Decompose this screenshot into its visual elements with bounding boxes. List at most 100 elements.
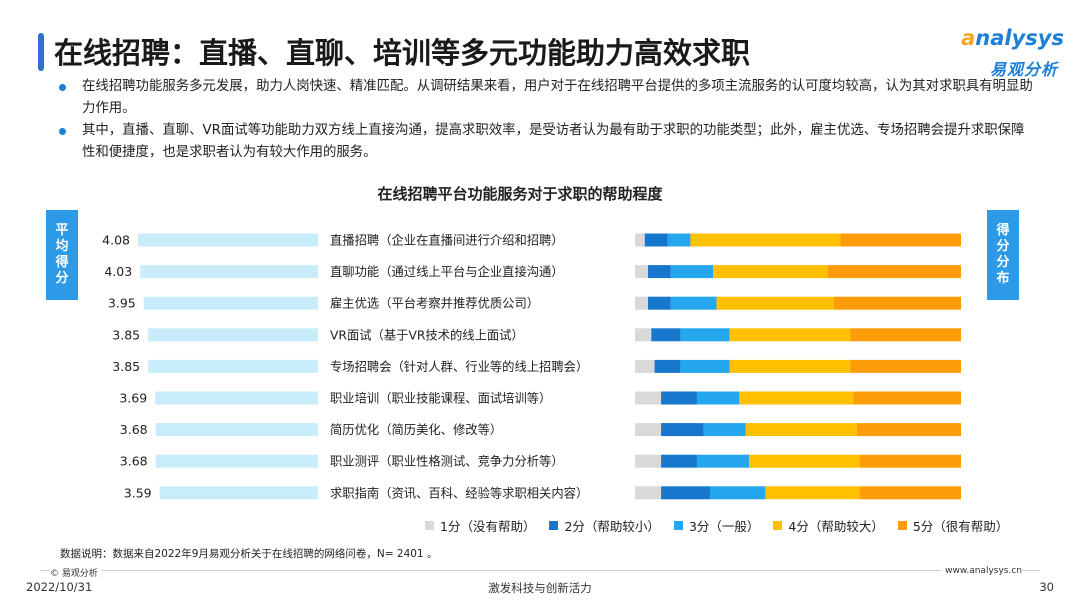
distribution-segment bbox=[696, 454, 750, 468]
legend-item: 3分（一般） bbox=[673, 516, 760, 535]
legend-label: 2分（帮助较小） bbox=[564, 519, 660, 534]
chart-title: 在线招聘平台功能服务对于求职的帮助程度 bbox=[377, 185, 663, 203]
legend-label: 4分（帮助较大） bbox=[788, 519, 884, 534]
category-label: 简历优化（简历美化、修改等） bbox=[330, 422, 502, 437]
avg-score-label: 3.68 bbox=[120, 422, 148, 437]
legend-swatch bbox=[425, 521, 434, 530]
legend-item: 2分（帮助较小） bbox=[549, 516, 660, 535]
score-distribution-tag: 得分分布 bbox=[987, 210, 1019, 300]
legend-item: 4分（帮助较大） bbox=[773, 516, 884, 535]
category-label: 职业测评（职业性格测试、竞争力分析等） bbox=[330, 454, 564, 469]
legend-label: 5分（很有帮助） bbox=[912, 519, 1009, 534]
category-label: 职业培训（职业技能课程、面试培训等） bbox=[330, 391, 551, 406]
bullet-dot-icon bbox=[59, 84, 66, 91]
bullet-item: 其中，直播、直聊、VR面试等功能助力双方线上直接沟通，提高求职效率，是受访者认为… bbox=[56, 120, 1036, 164]
avg-score-label: 3.85 bbox=[112, 327, 140, 342]
distribution-segment bbox=[635, 454, 662, 468]
distribution-segment bbox=[716, 296, 834, 310]
avg-score-label: 3.85 bbox=[112, 359, 140, 374]
distribution-segment bbox=[635, 296, 649, 310]
distribution-segment bbox=[635, 233, 645, 247]
legend-item: 1分（没有帮助） bbox=[425, 516, 535, 535]
distribution-segment bbox=[840, 233, 961, 247]
distribution-segment bbox=[833, 296, 961, 310]
logo-wordmark: analysys bbox=[961, 26, 1064, 50]
distribution-segment bbox=[661, 423, 704, 437]
legend-swatch bbox=[773, 521, 783, 530]
distribution-segment bbox=[680, 328, 730, 342]
distribution-segment bbox=[670, 265, 714, 279]
avg-score-bar bbox=[148, 328, 318, 342]
distribution-segment bbox=[827, 265, 961, 279]
distribution-segment bbox=[739, 391, 854, 405]
avg-score-bar bbox=[155, 454, 318, 468]
distribution-segment bbox=[635, 328, 652, 342]
avg-score-bar bbox=[159, 486, 318, 500]
footer-slogan: 激发科技与创新活力 bbox=[488, 581, 592, 595]
distribution-segment bbox=[859, 454, 961, 468]
distribution-segment bbox=[745, 423, 857, 437]
avg-score-label: 3.59 bbox=[124, 485, 152, 500]
distribution-segment bbox=[667, 233, 691, 247]
distribution-segment bbox=[635, 265, 649, 279]
analysys-logo: analysys 易观分析 bbox=[952, 26, 1064, 80]
avg-score-label: 4.08 bbox=[102, 233, 130, 248]
category-label: 求职指南（资讯、百科、经验等求职相关内容） bbox=[330, 485, 588, 500]
distribution-segment bbox=[850, 328, 961, 342]
legend-label: 3分（一般） bbox=[688, 519, 760, 534]
footer-divider bbox=[40, 570, 1040, 571]
distribution-segment bbox=[713, 265, 828, 279]
distribution-segment bbox=[661, 454, 697, 468]
avg-score-label: 3.69 bbox=[119, 391, 147, 406]
distribution-segment bbox=[670, 296, 717, 310]
legend-swatch bbox=[549, 521, 559, 530]
distribution-segment bbox=[635, 486, 662, 500]
page-title: 在线招聘：直播、直聊、培训等多元功能助力高效求职 bbox=[54, 36, 751, 70]
category-label: 专场招聘会（针对人群、行业等的线上招聘会） bbox=[330, 359, 588, 374]
distribution-segment bbox=[729, 328, 851, 342]
avg-score-tag: 平均得分 bbox=[46, 210, 78, 300]
avg-score-label: 3.68 bbox=[120, 454, 148, 469]
distribution-segment bbox=[703, 423, 746, 437]
distribution-segment bbox=[850, 359, 961, 373]
avg-score-label: 4.03 bbox=[104, 264, 132, 279]
avg-score-bar bbox=[138, 233, 318, 247]
category-label: VR面试（基于VR技术的线上面试） bbox=[330, 327, 524, 342]
distribution-segment bbox=[661, 391, 697, 405]
avg-score-bar bbox=[155, 391, 318, 405]
page-number: 30 bbox=[1039, 580, 1054, 594]
data-note: 数据说明：数据来自2022年9月易观分析关于在线招聘的网络问卷，N= 2401 … bbox=[60, 548, 438, 560]
bullet-item: 在线招聘功能服务多元发展，助力人岗快速、精准匹配。从调研结果来看，用户对于在线招… bbox=[56, 76, 1036, 120]
distribution-segment bbox=[765, 486, 860, 500]
avg-score-bar bbox=[155, 423, 318, 437]
distribution-segment bbox=[690, 233, 841, 247]
distribution-segment bbox=[635, 423, 662, 437]
distribution-segment bbox=[661, 486, 710, 500]
chart-legend: 1分（没有帮助） 2分（帮助较小） 3分（一般） 4分（帮助较大） 5分（很有帮助） bbox=[425, 516, 1022, 535]
footer-url: www.analysys.cn bbox=[941, 566, 1022, 576]
category-label: 雇主优选（平台考察并推荐优质公司） bbox=[330, 296, 539, 311]
distribution-segment bbox=[635, 391, 662, 405]
avg-score-bar bbox=[140, 265, 318, 279]
distribution-segment bbox=[651, 328, 681, 342]
distribution-segment bbox=[680, 359, 730, 373]
footer-date: 2022/10/31 bbox=[26, 580, 93, 594]
distribution-segment bbox=[648, 265, 671, 279]
distribution-segment bbox=[729, 359, 851, 373]
avg-score-label: 3.95 bbox=[108, 296, 136, 311]
category-label: 直播招聘（企业在直播间进行介绍和招聘） bbox=[330, 233, 564, 248]
legend-label: 1分（没有帮助） bbox=[440, 519, 536, 534]
avg-score-bar bbox=[143, 296, 318, 310]
logo-chinese: 易观分析 bbox=[989, 60, 1058, 79]
distribution-segment bbox=[648, 296, 671, 310]
distribution-segment bbox=[635, 359, 655, 373]
distribution-segment bbox=[749, 454, 860, 468]
distribution-segment bbox=[856, 423, 961, 437]
distribution-segment bbox=[696, 391, 740, 405]
legend-swatch bbox=[897, 521, 907, 530]
avg-score-bar bbox=[148, 359, 318, 373]
title-accent-bar bbox=[38, 33, 44, 71]
distribution-segment bbox=[644, 233, 668, 247]
bullet-dot-icon bbox=[59, 128, 66, 135]
